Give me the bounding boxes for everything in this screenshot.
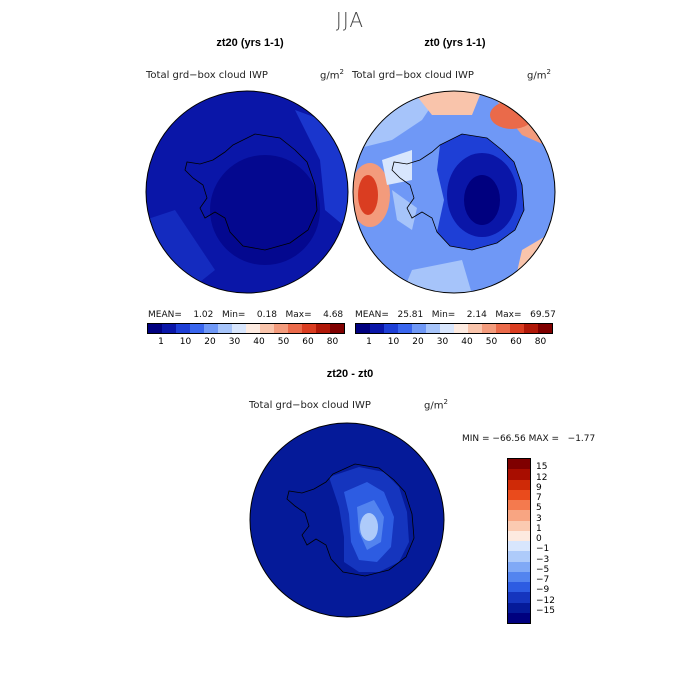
colorbar-swatch [508, 602, 530, 613]
colorbar-swatch [190, 324, 204, 333]
panel1-colorbar-labels: 1 10 20 30 40 50 60 80 [147, 337, 343, 349]
colorbar-swatch [398, 324, 412, 333]
colorbar-swatch [508, 520, 530, 531]
colorbar-swatch [508, 612, 530, 623]
colorbar-swatch [508, 541, 530, 552]
colorbar-tick-label: 9 [536, 482, 542, 493]
colorbar-tick-label: 20 [412, 337, 424, 347]
colorbar-tick-label: −12 [536, 595, 555, 606]
colorbar-swatch [426, 324, 440, 333]
colorbar-tick-label: 12 [536, 472, 548, 483]
colorbar-swatch [508, 510, 530, 521]
panel1-map [145, 90, 349, 294]
colorbar-swatch [482, 324, 496, 333]
colorbar-swatch [302, 324, 316, 333]
diff-map [249, 422, 445, 618]
colorbar-swatch [508, 459, 530, 470]
colorbar-tick-label: 7 [536, 493, 542, 503]
colorbar-tick-label: 0 [536, 534, 542, 544]
colorbar-swatch [440, 324, 454, 333]
colorbar-swatch [538, 324, 552, 333]
colorbar-swatch [508, 479, 530, 490]
colorbar-tick-label: 40 [461, 337, 473, 347]
colorbar-tick-label: −9 [536, 585, 550, 596]
colorbar-tick-label: −7 [536, 575, 550, 585]
colorbar-tick-label: 60 [510, 337, 522, 347]
season-title: JJA [335, 8, 365, 32]
colorbar-swatch [204, 324, 218, 333]
colorbar-swatch [218, 324, 232, 333]
panel2-units: g/m2 [527, 68, 551, 82]
colorbar-tick-label: 15 [536, 462, 548, 473]
colorbar-swatch [176, 324, 190, 333]
colorbar-tick-label: 40 [253, 337, 265, 347]
colorbar-swatch [260, 324, 274, 333]
colorbar-swatch [508, 582, 530, 593]
colorbar-tick-label: 60 [302, 337, 314, 347]
colorbar-tick-label: 80 [534, 337, 547, 347]
panel1-title: zt20 (yrs 1-1) [216, 37, 284, 49]
colorbar-swatch [510, 324, 524, 333]
colorbar-swatch [508, 530, 530, 541]
colorbar-tick-label: 1 [158, 337, 164, 347]
colorbar-swatch [508, 469, 530, 480]
colorbar-swatch [508, 551, 530, 562]
diff-minmax: MIN = −66.56 MAX = −1.77 [462, 434, 596, 444]
colorbar-swatch [412, 324, 426, 333]
colorbar-tick-label: 1 [536, 523, 542, 534]
colorbar-tick-label: −5 [536, 564, 550, 575]
panel1-field-label: Total grd−box cloud IWP [146, 70, 268, 81]
diff-units: g/m2 [424, 398, 448, 412]
antarctica-outline [184, 133, 318, 251]
colorbar-swatch [468, 324, 482, 333]
colorbar-swatch [454, 324, 468, 333]
colorbar-tick-label: 3 [536, 513, 542, 524]
panel2-colorbar-labels: 1 10 20 30 40 50 60 80 [355, 337, 551, 349]
colorbar-swatch [508, 489, 530, 500]
colorbar-swatch [288, 324, 302, 333]
colorbar-swatch [508, 561, 530, 572]
colorbar-tick-label: 30 [228, 337, 241, 347]
panel2-title: zt0 (yrs 1-1) [424, 37, 486, 49]
colorbar-tick-label: 80 [326, 337, 339, 347]
colorbar-tick-label: −3 [536, 554, 550, 565]
panel2-colorbar [355, 323, 553, 334]
colorbar-swatch [356, 324, 370, 333]
panel1-colorbar [147, 323, 345, 334]
colorbar-swatch [316, 324, 330, 333]
colorbar-swatch [330, 324, 344, 333]
colorbar-tick-label: 10 [179, 337, 192, 347]
colorbar-tick-label: 50 [485, 337, 498, 347]
colorbar-swatch [508, 571, 530, 582]
colorbar-swatch [496, 324, 510, 333]
colorbar-swatch [524, 324, 538, 333]
colorbar-swatch [162, 324, 176, 333]
colorbar-tick-label: 20 [204, 337, 216, 347]
colorbar-swatch [246, 324, 260, 333]
colorbar-swatch [384, 324, 398, 333]
colorbar-tick-label: 1 [366, 337, 372, 347]
colorbar-tick-label: 5 [536, 503, 542, 514]
diff-field-label: Total grd−box cloud IWP [249, 400, 371, 411]
panel2-stats: MEAN= 25.81 Min= 2.14 Max= 69.57 [355, 310, 556, 320]
panel1-stats: MEAN= 1.02 Min= 0.18 Max= 4.68 [148, 310, 344, 320]
colorbar-tick-label: 10 [387, 337, 400, 347]
colorbar-swatch [274, 324, 288, 333]
colorbar-tick-label: 30 [436, 337, 449, 347]
panel1-units: g/m2 [320, 68, 344, 82]
colorbar-tick-label: −15 [536, 605, 555, 616]
diff-colorbar-labels: 15 12 9 7 5 3 1 0 −1 −3 −5 −7 −9 −12 −15 [536, 458, 576, 622]
diff-title: zt20 - zt0 [326, 368, 374, 380]
colorbar-swatch [232, 324, 246, 333]
diff-colorbar [507, 458, 531, 624]
colorbar-swatch [508, 592, 530, 603]
panel2-field-label: Total grd−box cloud IWP [352, 70, 474, 81]
panel2-map [352, 90, 556, 294]
colorbar-swatch [508, 500, 530, 511]
colorbar-tick-label: 50 [277, 337, 290, 347]
colorbar-swatch [148, 324, 162, 333]
colorbar-tick-label: −1 [536, 544, 550, 555]
colorbar-swatch [370, 324, 384, 333]
